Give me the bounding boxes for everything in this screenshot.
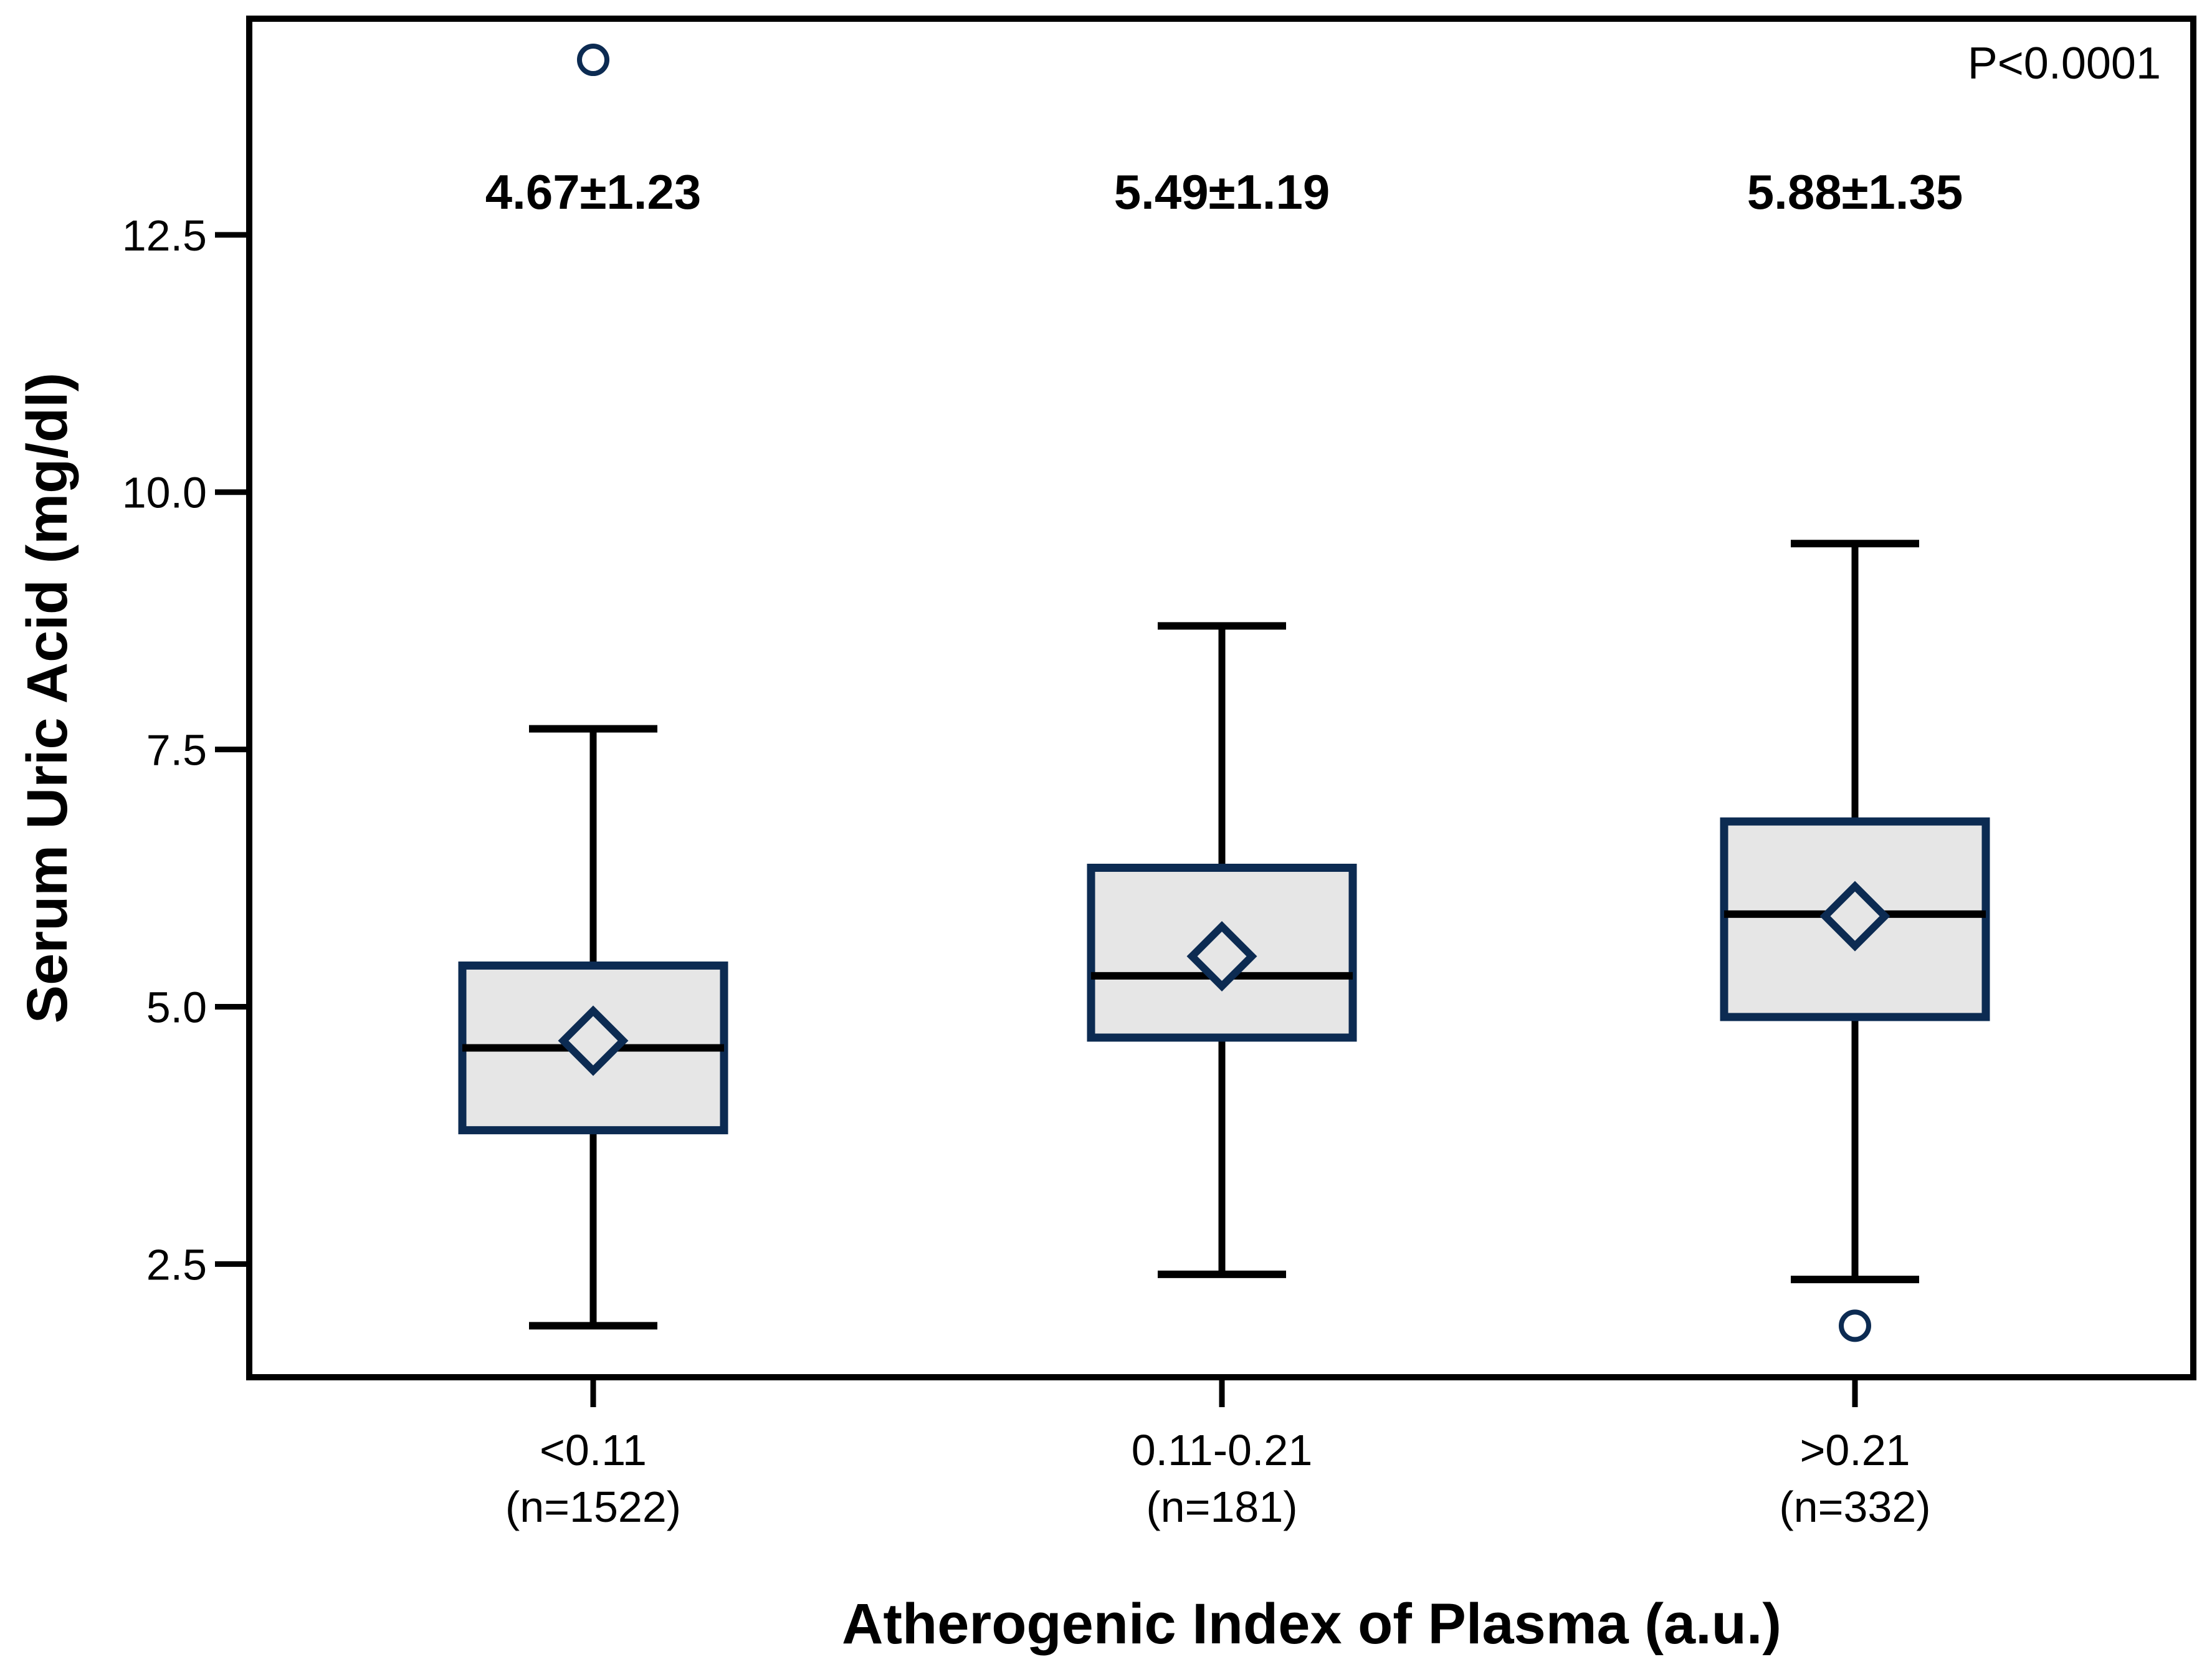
x-tick-sublabel-group-1: (n=1522)	[505, 1483, 681, 1531]
y-tick-label: 12.5	[122, 211, 207, 260]
mean-sd-label-group-1: 4.67±1.23	[485, 165, 701, 219]
x-tick-label-group-2: 0.11-0.21	[1132, 1426, 1313, 1474]
x-tick-sublabel-group-3: (n=332)	[1779, 1483, 1930, 1531]
mean-sd-label-group-2: 5.49±1.19	[1114, 165, 1330, 219]
x-tick-sublabel-group-2: (n=181)	[1146, 1483, 1297, 1531]
mean-diamond	[1819, 881, 1890, 952]
plot-area: 2.5 5.0 7.5 10.0 12.5	[122, 16, 2196, 1407]
x-axis-title: Atherogenic Index of Plasma (a.u.)	[842, 1592, 1781, 1656]
y-tick-label: 5.0	[146, 983, 207, 1031]
x-tick-label-group-3: >0.21	[1800, 1426, 1910, 1474]
mean-diamond	[558, 1005, 629, 1076]
x-tick-label-group-1: <0.11	[540, 1426, 647, 1474]
outlier-point	[577, 44, 609, 77]
y-axis-title: Serum Uric Acid (mg/dl)	[16, 373, 79, 1024]
y-tick-label: 2.5	[146, 1240, 207, 1289]
mean-diamond	[1186, 921, 1257, 992]
outlier-point	[1839, 1309, 1871, 1342]
p-value-annotation: P<0.0001	[1968, 39, 2161, 88]
y-tick-label: 7.5	[146, 726, 207, 775]
y-tick-label: 10.0	[122, 469, 207, 517]
mean-sd-label-group-3: 5.88±1.35	[1747, 165, 1963, 219]
